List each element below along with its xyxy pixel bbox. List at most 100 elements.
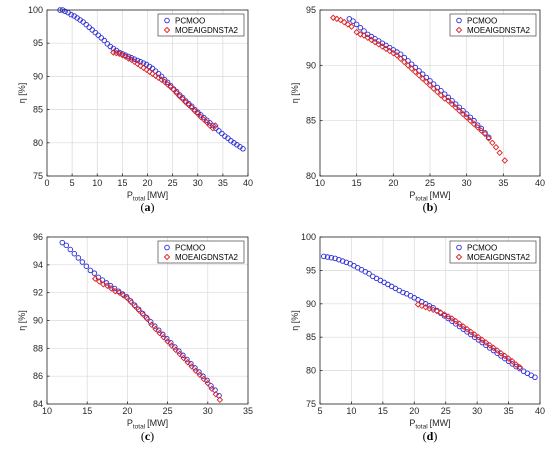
y-tick-label: 85: [306, 116, 316, 126]
data-point-moeaigdnsta2: [137, 62, 144, 70]
data-point-pcmoo: [502, 355, 508, 362]
data-point-moeaigdnsta2: [146, 68, 153, 75]
data-point-pcmoo: [321, 253, 327, 260]
data-point-moeaigdnsta2: [203, 118, 211, 126]
data-point-moeaigdnsta2: [408, 65, 415, 72]
data-point-moeaigdnsta2: [212, 122, 219, 129]
legend-marker-pcmoo: [164, 244, 170, 251]
data-point-moeaigdnsta2: [390, 49, 397, 57]
data-point-moeaigdnsta2: [456, 320, 463, 328]
x-axis-label: Ptotal [MW]: [409, 418, 450, 431]
data-point-pcmoo: [216, 128, 222, 134]
data-point-moeaigdnsta2: [173, 89, 180, 97]
data-point-pcmoo: [62, 8, 68, 15]
data-point-moeaigdnsta2: [404, 62, 412, 69]
data-point-moeaigdnsta2: [497, 349, 505, 357]
y-tick-label: 85: [33, 105, 43, 115]
legend-marker-moeaigdnsta2: [455, 26, 463, 34]
data-point-pcmoo: [485, 134, 492, 141]
data-point-pcmoo: [161, 76, 168, 83]
data-point-pcmoo: [468, 331, 474, 338]
data-point-moeaigdnsta2: [441, 311, 448, 318]
data-point-moeaigdnsta2: [475, 333, 482, 341]
data-point-pcmoo: [122, 52, 129, 58]
legend-label: MOEAIGDNSTA2: [175, 26, 239, 35]
data-point-moeaigdnsta2: [160, 333, 167, 341]
x-tick-label: 15: [82, 406, 92, 416]
data-point-moeaigdnsta2: [337, 16, 344, 24]
data-point-pcmoo: [460, 107, 466, 114]
x-axis-label-unit: [MW]: [147, 190, 168, 200]
data-point-moeaigdnsta2: [188, 104, 195, 111]
chart-panel-a: 0 5 10 15 20 25 30 35 40 75 80 85 90 95 100 Ptotal [MW] η…: [17, 5, 253, 214]
data-point-moeaigdnsta2: [486, 341, 493, 349]
data-point-moeaigdnsta2: [344, 21, 352, 28]
data-point-moeaigdnsta2: [353, 28, 360, 36]
data-point-moeaigdnsta2: [112, 288, 119, 295]
data-point-moeaigdnsta2: [471, 331, 478, 338]
data-point-moeaigdnsta2: [485, 135, 492, 142]
y-axis-label: η [%]: [17, 83, 27, 104]
panel-caption-close: ): [150, 429, 154, 443]
data-point-pcmoo: [532, 374, 538, 381]
data-point-moeaigdnsta2: [433, 307, 441, 315]
data-point-moeaigdnsta2: [155, 74, 162, 81]
x-axis-label-unit: [MW]: [430, 418, 451, 428]
legend-box: [449, 240, 537, 264]
data-point-pcmoo: [201, 114, 207, 121]
panel-caption-close: ): [151, 200, 155, 214]
y-tick-label: 90: [33, 71, 43, 81]
y-tick-label: 75: [306, 399, 316, 409]
data-point-moeaigdnsta2: [414, 301, 422, 308]
data-point-moeaigdnsta2: [492, 143, 500, 151]
data-point-moeaigdnsta2: [490, 344, 497, 352]
data-point-pcmoo: [445, 315, 451, 322]
x-tick-label: 30: [462, 178, 472, 188]
chart-panel-d: 5 10 15 20 25 30 35 40 75 80 85 90 95 100 Ptotal [MW] η …: [290, 232, 545, 443]
data-point-moeaigdnsta2: [348, 23, 355, 30]
legend-label: MOEAIGDNSTA2: [467, 253, 531, 262]
data-point-moeaigdnsta2: [430, 85, 437, 92]
y-tick-label: 80: [306, 366, 316, 376]
data-point-moeaigdnsta2: [386, 47, 393, 55]
data-point-moeaigdnsta2: [445, 97, 452, 104]
data-point-pcmoo: [452, 101, 459, 107]
x-axis-label-subscript: total: [415, 424, 428, 431]
data-point-moeaigdnsta2: [419, 75, 426, 82]
data-point-pcmoo: [366, 270, 372, 277]
x-tick-label: 30: [203, 406, 213, 416]
x-axis-label-subscript: total: [415, 196, 428, 203]
data-point-moeaigdnsta2: [120, 292, 127, 299]
data-point-moeaigdnsta2: [116, 289, 123, 296]
data-point-moeaigdnsta2: [459, 110, 467, 118]
data-point-pcmoo: [240, 146, 246, 152]
x-tick-label: 5: [70, 178, 75, 188]
data-point-moeaigdnsta2: [448, 100, 456, 108]
data-point-pcmoo: [490, 347, 497, 354]
data-point-moeaigdnsta2: [196, 371, 203, 379]
legend-label: MOEAIGDNSTA2: [175, 253, 239, 262]
data-point-moeaigdnsta2: [124, 294, 131, 302]
panel-caption: (a): [141, 200, 155, 214]
x-axis-label-subscript: total: [133, 424, 146, 431]
data-point-moeaigdnsta2: [100, 281, 107, 288]
data-point-pcmoo: [456, 323, 463, 330]
data-point-moeaigdnsta2: [208, 385, 216, 392]
legend-marker-moeaigdnsta2: [455, 253, 463, 261]
data-point-pcmoo: [207, 120, 213, 126]
data-point-moeaigdnsta2: [501, 352, 509, 360]
data-point-pcmoo: [125, 53, 132, 60]
panel-caption-open: (: [141, 200, 145, 214]
data-point-moeaigdnsta2: [470, 120, 478, 128]
data-point-moeaigdnsta2: [437, 309, 444, 316]
panel-caption-open: (: [141, 429, 145, 443]
x-tick-label: 0: [44, 178, 49, 188]
data-point-moeaigdnsta2: [128, 56, 135, 64]
data-point-moeaigdnsta2: [444, 313, 452, 320]
x-tick-label: 30: [472, 406, 482, 416]
data-point-moeaigdnsta2: [148, 321, 155, 328]
panel-caption-letter: a: [145, 200, 151, 214]
panel-caption-letter: d: [427, 429, 434, 443]
data-point-moeaigdnsta2: [401, 58, 408, 66]
